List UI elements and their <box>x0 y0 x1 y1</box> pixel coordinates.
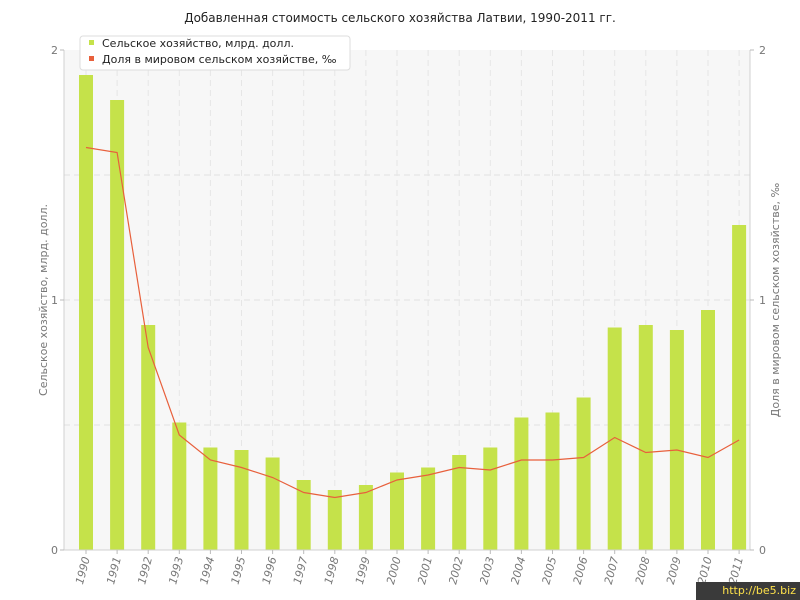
bar <box>327 490 342 550</box>
bar <box>421 467 436 550</box>
bar <box>701 310 715 550</box>
x-tick-label: 2004 <box>508 555 528 585</box>
legend-line-label: Доля в мировом сельском хозяйстве, ‰ <box>102 53 337 66</box>
right-ticks: 0 1 2 <box>750 44 766 557</box>
x-tick-label: 1996 <box>260 555 280 585</box>
bar <box>732 225 747 550</box>
x-tick-label: 2003 <box>477 555 497 585</box>
legend-box <box>79 35 351 71</box>
x-tick-label: 2005 <box>540 555 560 585</box>
x-tick-label: 2006 <box>571 555 591 585</box>
x-tick-label: 2000 <box>384 555 404 585</box>
chart-title: Добавленная стоимость сельского хозяйств… <box>184 11 616 25</box>
bar <box>141 325 156 550</box>
y2-axis-label: Доля в мировом сельском хозяйстве, ‰ <box>769 183 782 418</box>
legend-bar-swatch <box>89 40 94 45</box>
y2-tick-label: 0 <box>759 544 766 557</box>
bar <box>110 100 125 550</box>
y2-tick-label: 2 <box>759 44 766 57</box>
x-tick-label: 1998 <box>322 555 342 585</box>
y2-tick-label: 1 <box>759 294 766 307</box>
x-tick-label: 2009 <box>664 555 684 585</box>
bar <box>452 455 467 550</box>
bar <box>172 422 187 550</box>
bar <box>203 447 218 550</box>
bar-series <box>79 75 747 550</box>
x-tick-label: 1995 <box>229 555 249 585</box>
grid <box>64 50 750 550</box>
x-tick-label: 2008 <box>633 555 653 585</box>
legend: Сельское хозяйство, млрд. долл. Доля в м… <box>79 35 351 71</box>
bar <box>483 447 498 550</box>
bar <box>514 417 529 550</box>
y-tick-label: 2 <box>51 44 58 57</box>
bar <box>234 450 249 550</box>
x-tick-label: 1991 <box>104 555 124 585</box>
bar <box>638 325 653 550</box>
bar <box>358 485 373 550</box>
watermark: http://be5.biz <box>696 582 800 600</box>
share-line <box>85 146 740 499</box>
bar <box>390 472 404 550</box>
y-tick-label: 1 <box>51 294 58 307</box>
x-tick-label: 1990 <box>73 555 93 585</box>
x-tick-label: 2001 <box>415 555 435 585</box>
x-tick-label: 1994 <box>197 555 217 585</box>
x-ticks: 1990 1991 1992 1993 1994 1995 1996 1997 1998 1999… <box>73 550 746 586</box>
bar <box>545 412 560 550</box>
x-tick-label: 1993 <box>166 555 186 585</box>
x-tick-label: 2007 <box>602 555 622 585</box>
bar <box>669 330 684 550</box>
bar <box>607 327 622 550</box>
y-tick-label: 0 <box>51 544 58 557</box>
bar <box>576 397 591 550</box>
x-tick-label: 1997 <box>291 555 311 585</box>
x-tick-label: 1999 <box>353 555 373 585</box>
left-ticks: 0 1 2 <box>51 44 64 557</box>
legend-line-swatch <box>89 56 94 61</box>
bar <box>296 480 311 550</box>
bar <box>79 75 93 550</box>
bar <box>265 457 280 550</box>
x-tick-label: 1992 <box>135 555 155 585</box>
y-axis-label: Сельское хозяйство, млрд. долл. <box>37 204 50 396</box>
x-tick-label: 2002 <box>446 555 466 585</box>
legend-bar-label: Сельское хозяйство, млрд. долл. <box>102 37 294 50</box>
